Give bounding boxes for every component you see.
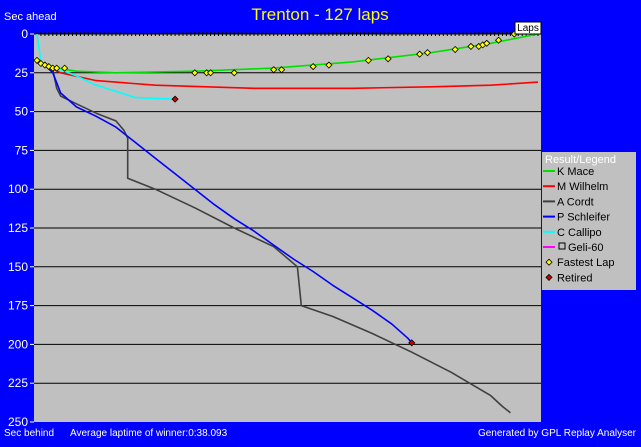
fastest-lap-marker	[494, 36, 503, 44]
legend-swatch-retired	[545, 273, 553, 281]
chart-title: Trenton - 127 laps	[251, 5, 388, 24]
fastest-lap-marker	[309, 63, 317, 71]
markers	[33, 30, 518, 347]
fastest-lap-marker	[230, 69, 238, 77]
y-tick-label: 50	[15, 105, 29, 119]
grid	[34, 72, 541, 384]
fastest-lap-marker	[278, 66, 286, 74]
legend: Result/Legend K Mace M Wilhelm A Cordt P Sc…	[542, 152, 636, 290]
top-left-label: Sec ahead	[4, 11, 57, 23]
y-axis: 0 25 50 75 100 125 150 175 200 225 250	[8, 27, 34, 429]
legend-label-c-callipo: C Callipo	[557, 227, 602, 239]
legend-label-fastest-lap: Fastest Lap	[557, 257, 614, 269]
legend-label-retired: Retired	[557, 272, 592, 284]
y-tick-label: 0	[21, 27, 28, 41]
fastest-lap-marker	[207, 69, 215, 77]
fastest-lap-marker	[384, 55, 392, 63]
y-tick-label: 100	[8, 182, 28, 196]
legend-label-geli-60: Geli-60	[568, 242, 603, 254]
fastest-lap-marker	[364, 56, 372, 64]
fastest-lap-marker	[191, 69, 199, 77]
footer-generator: Generated by GPL Replay Analyser	[478, 428, 637, 439]
y-tick-label: 125	[8, 221, 28, 235]
retired-marker	[408, 339, 416, 347]
fastest-lap-marker	[33, 56, 41, 64]
series-line-p-schleifer	[36, 59, 413, 344]
y-tick-label: 200	[8, 337, 28, 351]
fastest-lap-marker	[61, 64, 69, 72]
legend-label-a-cordt: A Cordt	[557, 196, 594, 208]
fastest-lap-marker	[270, 66, 278, 74]
y-tick-label: 175	[8, 299, 28, 313]
footer-average: Average laptime of winner:0:38.093	[70, 428, 228, 439]
laps-label-box	[514, 21, 542, 35]
fastest-lap-marker	[467, 42, 475, 50]
y-tick-label: 25	[15, 66, 29, 80]
fastest-lap-marker	[53, 64, 61, 72]
series-line-a-cordt	[36, 59, 511, 414]
legend-swatch-fastest-lap	[545, 258, 553, 266]
y-tick-label: 250	[8, 415, 28, 429]
lap-ticks	[34, 32, 541, 36]
fastest-lap-marker	[451, 45, 459, 54]
legend-box	[542, 152, 636, 290]
fastest-lap-marker	[325, 61, 333, 69]
fastest-lap-marker	[483, 39, 491, 47]
retired-marker	[171, 95, 179, 103]
fastest-lap-marker	[423, 49, 432, 57]
footer-left-label: Sec behind	[4, 428, 54, 439]
fastest-lap-marker	[416, 50, 424, 58]
legend-items: K Mace M Wilhelm A Cordt P Schleifer C Calli…	[543, 166, 614, 284]
legend-label-k-mace: K Mace	[557, 166, 594, 178]
y-tick-label: 225	[8, 376, 28, 390]
legend-box-geli-60	[558, 242, 566, 250]
laps-label: Laps	[517, 23, 539, 34]
y-tick-label: 150	[8, 260, 28, 274]
legend-label-m-wilhelm: M Wilhelm	[557, 181, 608, 193]
y-tick-label: 75	[15, 143, 29, 157]
legend-label-p-schleifer: P Schleifer	[557, 212, 610, 224]
legend-title: Result/Legend	[545, 154, 616, 166]
